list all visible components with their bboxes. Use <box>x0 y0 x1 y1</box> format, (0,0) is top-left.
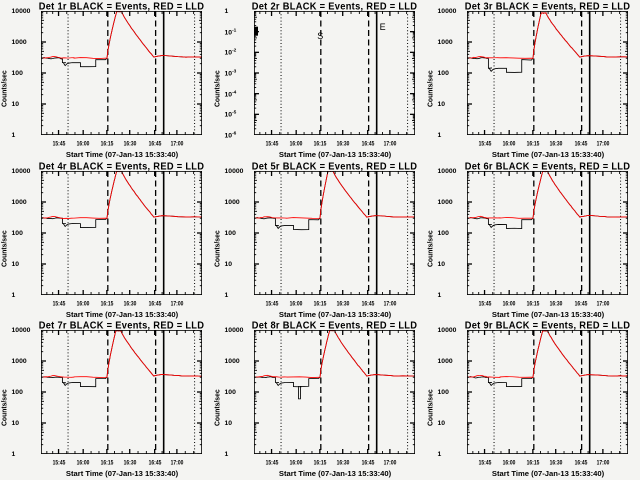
svg-text:S: S <box>317 31 323 41</box>
svg-text:E: E <box>380 22 386 32</box>
